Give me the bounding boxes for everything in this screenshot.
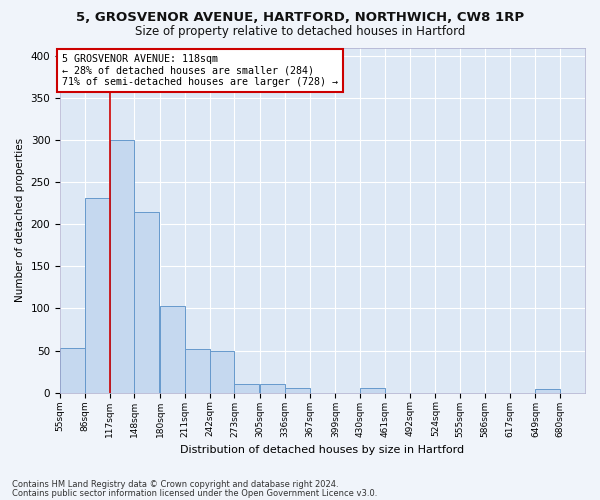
Bar — [209, 352, 235, 393]
Bar — [285, 388, 310, 392]
Y-axis label: Number of detached properties: Number of detached properties — [15, 138, 25, 302]
Bar — [160, 306, 185, 392]
Text: 5, GROSVENOR AVENUE, HARTFORD, NORTHWICH, CW8 1RP: 5, GROSVENOR AVENUE, HARTFORD, NORTHWICH… — [76, 11, 524, 24]
Text: 5 GROSVENOR AVENUE: 118sqm
← 28% of detached houses are smaller (284)
71% of sem: 5 GROSVENOR AVENUE: 118sqm ← 28% of deta… — [62, 54, 338, 88]
Bar — [260, 384, 285, 392]
Bar — [360, 388, 385, 392]
Bar — [535, 390, 560, 392]
Bar — [60, 348, 85, 393]
Text: Contains public sector information licensed under the Open Government Licence v3: Contains public sector information licen… — [12, 489, 377, 498]
Text: Size of property relative to detached houses in Hartford: Size of property relative to detached ho… — [135, 25, 465, 38]
Bar — [235, 384, 259, 392]
Text: Contains HM Land Registry data © Crown copyright and database right 2024.: Contains HM Land Registry data © Crown c… — [12, 480, 338, 489]
Bar — [134, 212, 159, 392]
Bar — [110, 140, 134, 392]
X-axis label: Distribution of detached houses by size in Hartford: Distribution of detached houses by size … — [181, 445, 464, 455]
Bar — [185, 349, 209, 393]
Bar — [85, 198, 110, 392]
